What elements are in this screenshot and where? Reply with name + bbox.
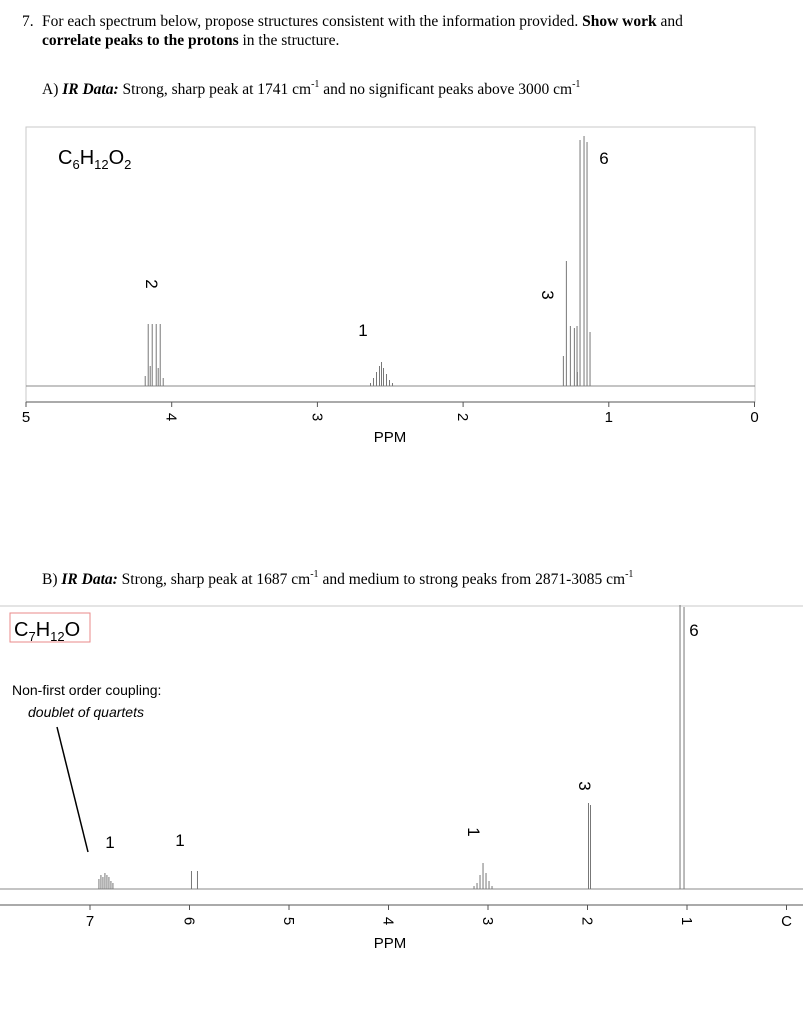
spectrum-a-integration-label: 3 — [538, 290, 557, 299]
spectrum-b-peak — [473, 863, 493, 889]
part-a-ir-data: A) IR Data: Strong, sharp peak at 1741 c… — [42, 79, 581, 99]
question-emphasis: correlate peaks to the protons — [42, 32, 239, 49]
part-a-ir-label: IR Data: — [62, 81, 119, 98]
spectrum-b-tick-label: 4 — [380, 917, 397, 925]
spectrum-b-tick-label: 2 — [579, 917, 596, 925]
spectrum-b-peak — [587, 803, 591, 889]
spectrum-a-integration-label: 1 — [358, 321, 367, 340]
spectrum-b-peak — [190, 871, 198, 889]
spectrum-a-tick-label: 1 — [605, 409, 613, 426]
spectrum-a-tick-label: 0 — [750, 409, 758, 426]
part-b-ir-data: B) IR Data: Strong, sharp peak at 1687 c… — [42, 569, 634, 589]
coupling-note-pointer — [56, 726, 89, 853]
part-a-ir-text: and no significant peaks above 3000 cm — [323, 81, 573, 98]
spectrum-b-tick-label: 6 — [181, 917, 198, 925]
spectrum-a-peak — [144, 324, 164, 386]
spectrum-b-formula-box — [9, 612, 91, 643]
superscript: -1 — [310, 569, 319, 580]
part-b-ir-text: Strong, sharp peak at 1687 cm — [121, 571, 311, 588]
part-a-ir-text: Strong, sharp peak at 1741 cm — [122, 81, 312, 98]
part-b-label: B) — [42, 571, 58, 588]
spectrum-a-formula: C6H12O2 — [58, 147, 131, 172]
spectrum-b-integration-label: 1 — [464, 827, 483, 836]
spectrum-a-peak — [562, 261, 578, 386]
spectrum-b-axis-label: PPM — [374, 935, 407, 952]
question-text-part: and — [660, 13, 683, 30]
superscript: -1 — [572, 79, 581, 90]
spectrum-a-peak — [370, 362, 394, 386]
part-a-label: A) — [42, 81, 59, 98]
spectrum-b-tick-label: 7 — [86, 913, 94, 930]
spectrum-b-peak — [98, 873, 114, 889]
spectrum-a: C6H12O2 2 1 3 6 5 4 3 2 1 0 PPM — [22, 126, 759, 446]
spectrum-b-peak — [679, 605, 685, 889]
part-b-ir-label: IR Data: — [61, 571, 118, 588]
spectrum-a-tick-label: 2 — [454, 413, 471, 421]
spectrum-a-axis-label: PPM — [374, 429, 407, 446]
spectrum-b-tick-label: 5 — [280, 917, 297, 925]
question-emphasis: Show work — [582, 13, 657, 30]
superscript: -1 — [311, 79, 320, 90]
question-text-part: For each spectrum below, propose structu… — [42, 13, 579, 30]
superscript: -1 — [625, 569, 634, 580]
part-b-ir-text: and medium to strong peaks from 2871-308… — [322, 571, 626, 588]
question-text-part: in the structure. — [242, 32, 340, 49]
spectrum-b-tick-label: 3 — [479, 917, 496, 925]
spectrum-b-formula: C7H12O — [14, 619, 80, 644]
coupling-note-title: Non-first order coupling: — [12, 682, 161, 698]
spectrum-a-tick-label: 4 — [163, 413, 180, 421]
spectrum-a-integration-label: 6 — [599, 149, 608, 168]
spectrum-a-integration-label: 2 — [142, 279, 161, 288]
spectrum-a-peak — [576, 136, 591, 386]
spectrum-b: C7H12O Non-first order coupling: doublet… — [0, 605, 803, 952]
spectrum-a-tick-label: 5 — [22, 409, 30, 426]
coupling-note-detail: doublet of quartets — [28, 704, 144, 720]
spectrum-b-integration-label: 3 — [575, 781, 594, 790]
question-text: 7. For each spectrum below, propose stru… — [22, 12, 782, 50]
spectrum-b-integration-label: 6 — [689, 621, 698, 640]
spectrum-a-tick-label: 3 — [308, 413, 325, 421]
spectrum-a-frame — [25, 126, 756, 403]
question-number: 7. — [22, 13, 34, 30]
spectrum-b-integration-label: 1 — [175, 831, 184, 850]
spectrum-b-tick-label: 1 — [678, 917, 695, 925]
spectrum-b-integration-label: 1 — [105, 833, 114, 852]
spectrum-b-tick-label: C — [781, 913, 792, 930]
